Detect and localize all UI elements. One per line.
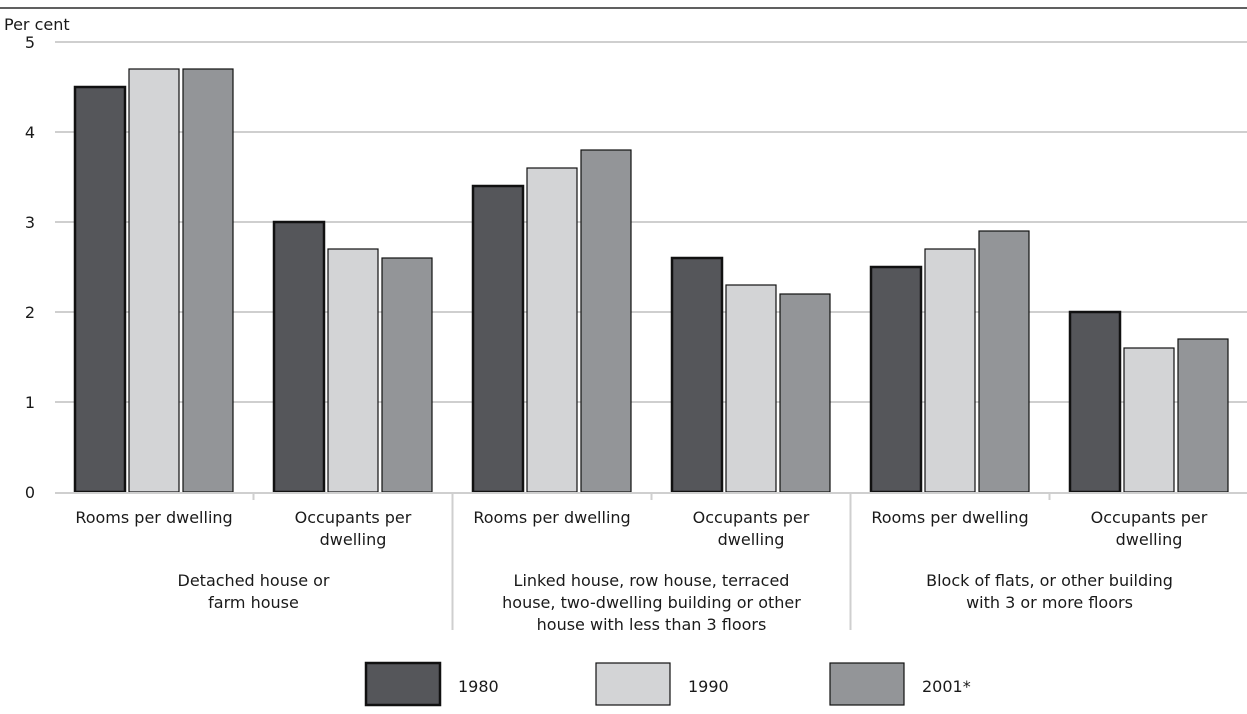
bar-2001-0 bbox=[182, 68, 234, 493]
category-label: dwelling bbox=[1116, 530, 1183, 549]
legend-swatch-1990 bbox=[595, 662, 671, 706]
bar-2001-2 bbox=[580, 149, 632, 493]
category-label: Rooms per dwelling bbox=[473, 508, 630, 527]
bar-1990-4 bbox=[924, 248, 976, 493]
y-tick-label: 2 bbox=[25, 303, 35, 322]
bar-1980-4 bbox=[869, 265, 923, 494]
y-axis-label: Per cent bbox=[4, 15, 70, 34]
bar-1990-1 bbox=[327, 248, 379, 493]
category-label: Occupants per bbox=[295, 508, 412, 527]
group-label: house, two-dwelling building or other bbox=[502, 593, 801, 612]
legend-swatch-1980 bbox=[364, 661, 442, 707]
bar-2001-1 bbox=[381, 257, 433, 493]
y-tick-label: 4 bbox=[25, 123, 35, 142]
bar-1990-5 bbox=[1123, 347, 1175, 493]
bar-1980-2 bbox=[471, 184, 525, 494]
group-labels: Detached house or farm house Linked house,… bbox=[178, 571, 1173, 634]
group-label: farm house bbox=[208, 593, 299, 612]
category-label: Occupants per bbox=[693, 508, 810, 527]
bar-1980-3 bbox=[670, 256, 724, 494]
category-label: Rooms per dwelling bbox=[871, 508, 1028, 527]
category-label: dwelling bbox=[320, 530, 387, 549]
category-label: dwelling bbox=[718, 530, 785, 549]
y-tick-labels: 0 1 2 3 4 5 bbox=[25, 33, 35, 502]
y-tick-label: 3 bbox=[25, 213, 35, 232]
bar-2001-3 bbox=[779, 293, 831, 493]
bar-2001-4 bbox=[978, 230, 1030, 493]
bar-2001-5 bbox=[1177, 338, 1229, 493]
legend-swatch-2001 bbox=[829, 662, 905, 706]
bar-1980-1 bbox=[272, 220, 326, 494]
category-label: Occupants per bbox=[1091, 508, 1208, 527]
group-label: Detached house or bbox=[178, 571, 330, 590]
category-label: Rooms per dwelling bbox=[75, 508, 232, 527]
bar-1990-0 bbox=[128, 68, 180, 493]
y-tick-label: 5 bbox=[25, 33, 35, 52]
y-tick-label: 0 bbox=[25, 483, 35, 502]
legend-label: 1980 bbox=[458, 677, 499, 696]
bar-1980-5 bbox=[1068, 310, 1122, 494]
bar-1990-3 bbox=[725, 284, 777, 493]
bars bbox=[73, 68, 1229, 494]
group-label: Block of flats, or other building bbox=[926, 571, 1173, 590]
group-label: with 3 or more floors bbox=[966, 593, 1133, 612]
x-axis bbox=[55, 492, 1247, 630]
group-label: house with less than 3 floors bbox=[537, 615, 767, 634]
bar-1990-2 bbox=[526, 167, 578, 493]
group-label: Linked house, row house, terraced bbox=[514, 571, 790, 590]
gridlines bbox=[55, 41, 1247, 403]
category-labels: Rooms per dwelling Occupants per dwelling R… bbox=[75, 508, 1207, 549]
legend-label: 2001* bbox=[922, 677, 971, 696]
bar-1980-0 bbox=[73, 85, 127, 494]
legend-label: 1990 bbox=[688, 677, 729, 696]
y-tick-label: 1 bbox=[25, 393, 35, 412]
legend: 1980 1990 2001* bbox=[364, 661, 971, 707]
